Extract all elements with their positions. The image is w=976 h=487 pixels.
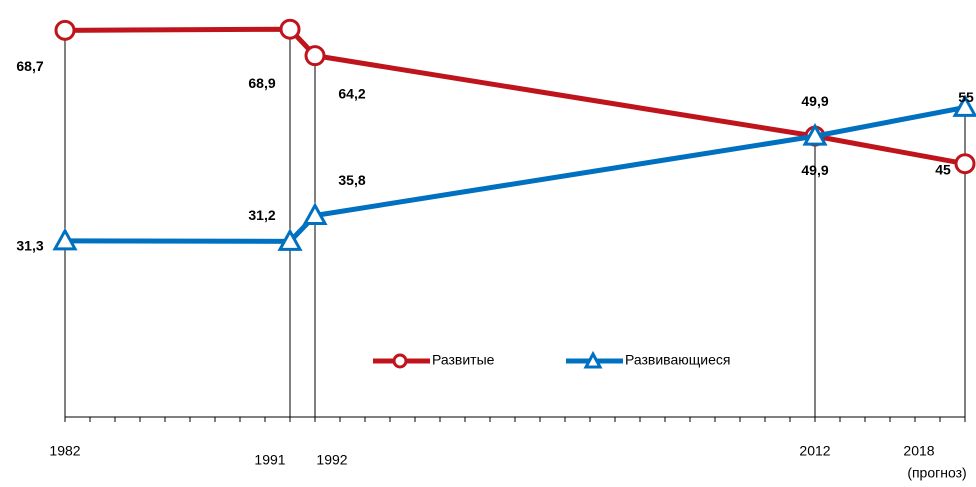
series-line xyxy=(64,26,966,167)
marker xyxy=(952,94,976,117)
data-label: 55 xyxy=(958,89,974,105)
marker xyxy=(304,45,326,67)
data-label: 68,9 xyxy=(248,75,275,91)
marker xyxy=(54,19,76,41)
data-label: 45 xyxy=(935,161,951,177)
data-label: 31,2 xyxy=(248,207,275,223)
legend-label: Развивающиеся xyxy=(625,352,730,368)
x-tick-label: 1992 xyxy=(316,452,347,468)
marker xyxy=(279,18,301,40)
data-label: 49,9 xyxy=(801,162,828,178)
data-label: 68,7 xyxy=(16,58,43,74)
data-label: 49,9 xyxy=(801,93,828,109)
marker xyxy=(302,202,328,225)
x-tick-label: 2018 xyxy=(903,443,934,459)
legend-label: Развитые xyxy=(432,352,495,368)
legend-marker xyxy=(583,350,603,369)
series-line xyxy=(64,104,966,244)
x-tick-label: 2012 xyxy=(799,443,830,459)
marker xyxy=(277,228,303,251)
data-label: 35,8 xyxy=(338,172,365,188)
marker xyxy=(52,227,78,251)
marker xyxy=(954,153,976,175)
annotation: (прогноз) xyxy=(907,465,966,481)
marker xyxy=(802,123,828,146)
x-tick-label: 1991 xyxy=(254,452,285,468)
legend-marker xyxy=(392,353,408,369)
x-tick-label: 1982 xyxy=(49,443,80,459)
data-label: 31,3 xyxy=(16,238,43,254)
data-label: 64,2 xyxy=(338,85,365,101)
